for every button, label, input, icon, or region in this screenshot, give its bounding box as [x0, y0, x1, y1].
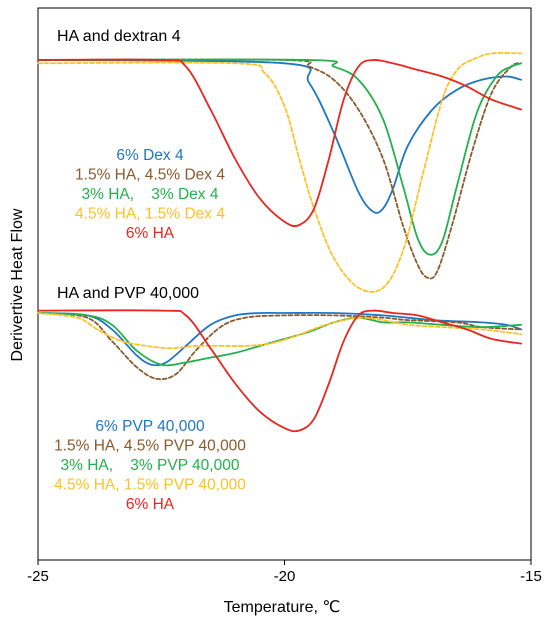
legend-entry-6-ha: 6% HA: [126, 225, 175, 242]
x-tick-label: -25: [27, 568, 49, 585]
series-line-1-5-ha-4-5-pvp-40-000: [37, 312, 522, 381]
series-line-6-ha: [37, 309, 522, 433]
panel-1-title: HA and dextran 4: [57, 28, 181, 45]
panel-2: HA and PVP 40,000 6% PVP 40,000 1.5% HA, 4…: [37, 285, 522, 513]
series-line-1-5-ha-4-5-dex-4: [37, 58, 522, 280]
x-axis-label: Temperature, ℃: [224, 599, 341, 616]
legend-entry-4-5-ha-1-5-pvp-40-000: 4.5% HA, 1.5% PVP 40,000: [54, 477, 246, 494]
panels: HA and dextran 4 6% Dex 4 1.5% HA, 4.5% De…: [37, 28, 522, 513]
panel-2-title: HA and PVP 40,000: [57, 285, 199, 302]
series-line-6-dex-4: [37, 59, 522, 214]
x-tick-label: -20: [274, 568, 296, 585]
legend-entry-6-dex-4: 6% Dex 4: [116, 147, 184, 164]
series-line-3-ha-3-dex-4: [37, 58, 522, 256]
legend-entry-1-5-ha-4-5-pvp-40-000: 1.5% HA, 4.5% PVP 40,000: [54, 438, 246, 455]
legend-entry-3-ha-3-dex-4: 3% HA, 3% Dex 4: [82, 186, 219, 203]
series-line-4-5-ha-1-5-pvp-40-000: [37, 312, 522, 350]
legend-entry-3-ha-3-pvp-40-000: 3% HA, 3% PVP 40,000: [61, 457, 240, 474]
series-line-6-ha: [37, 58, 522, 227]
legend-entry-6-ha: 6% HA: [126, 496, 175, 513]
legend-entry-6-pvp-40-000: 6% PVP 40,000: [95, 418, 205, 435]
x-tick-label: -15: [520, 568, 542, 585]
legend-entry-4-5-ha-1-5-dex-4: 4.5% HA, 1.5% Dex 4: [75, 206, 225, 223]
legend-entry-1-5-ha-4-5-dex-4: 1.5% HA, 4.5% Dex 4: [75, 167, 225, 184]
x-axis: -25 -20 -15: [27, 560, 542, 585]
y-axis-label: Derivertive Heat Flow: [9, 208, 26, 361]
series-line-4-5-ha-1-5-dex-4: [37, 52, 522, 293]
panel-1: HA and dextran 4 6% Dex 4 1.5% HA, 4.5% De…: [37, 28, 522, 293]
